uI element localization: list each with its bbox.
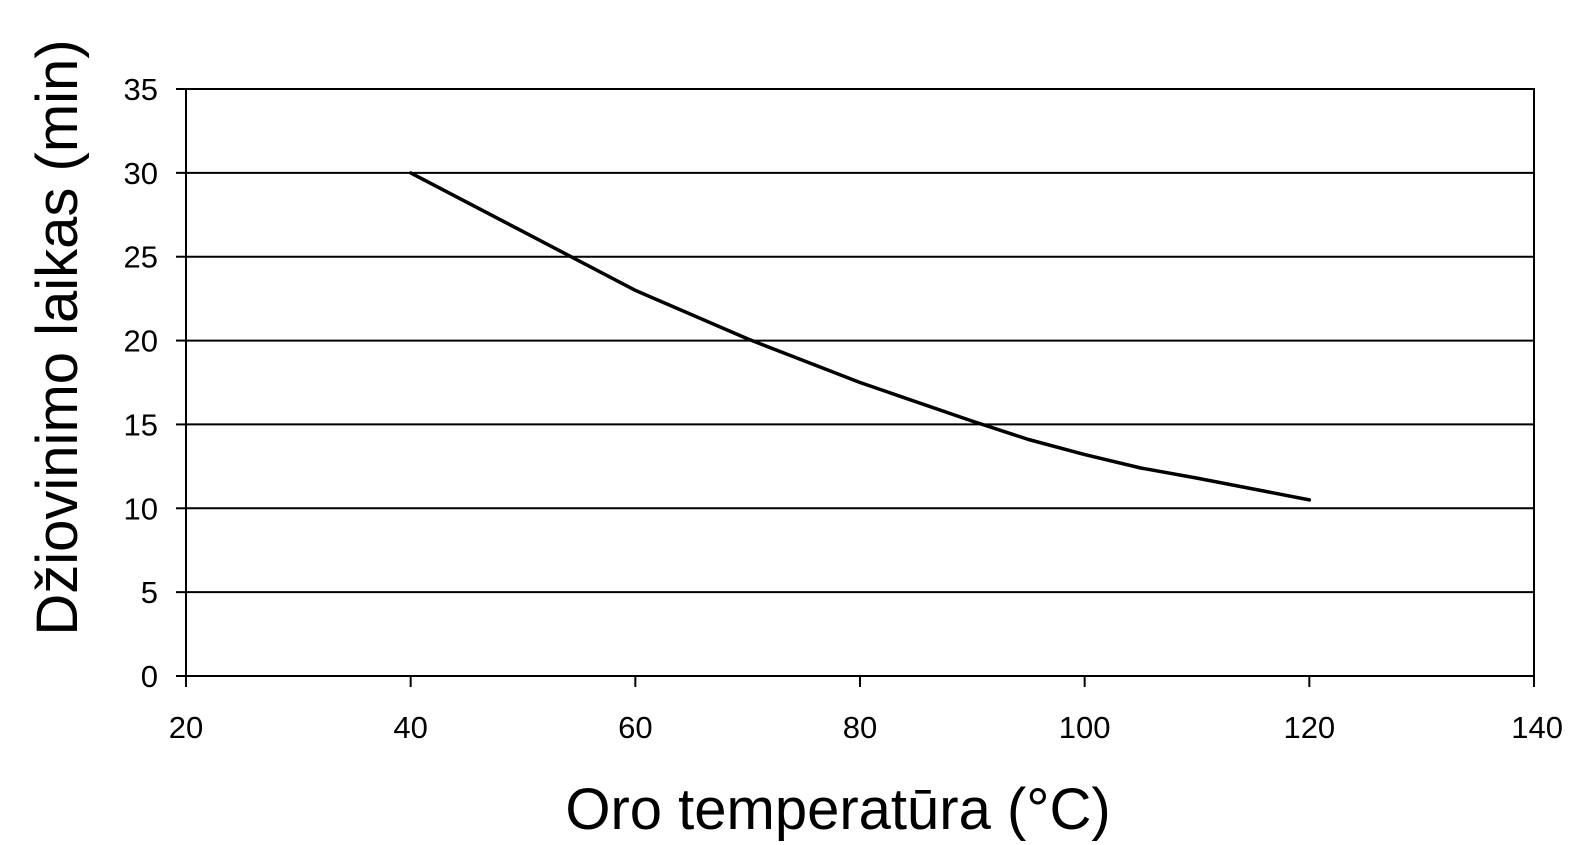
x-tick-label: 40 xyxy=(393,710,427,745)
y-tick-label: 35 xyxy=(124,72,158,107)
y-tick-label: 30 xyxy=(124,156,158,191)
series-lines xyxy=(408,171,1312,502)
y-axis-ticks: 0 5 10 15 20 25 30 35 xyxy=(124,72,186,694)
x-tick-label: 20 xyxy=(169,710,203,745)
y-tick-label: 0 xyxy=(141,659,158,694)
x-tick-label: 80 xyxy=(843,710,877,745)
x-axis-ticks: 20 40 60 80 100 120 140 xyxy=(169,676,1563,745)
x-tick-label: 60 xyxy=(618,710,652,745)
y-tick-label: 20 xyxy=(124,324,158,359)
x-axis-title: Oro temperatūra (°C) xyxy=(565,777,1110,842)
y-tick-label: 15 xyxy=(124,407,158,442)
y-tick-label: 5 xyxy=(141,575,158,610)
y-tick-label: 25 xyxy=(124,240,158,275)
x-tick-label: 140 xyxy=(1511,710,1563,745)
y-tick-label: 10 xyxy=(124,491,158,526)
y-axis-title: Džiovinimo laikas (min) xyxy=(25,39,90,635)
x-tick-label: 100 xyxy=(1059,710,1111,745)
x-tick-label: 120 xyxy=(1283,710,1335,745)
series-line xyxy=(408,171,1312,502)
